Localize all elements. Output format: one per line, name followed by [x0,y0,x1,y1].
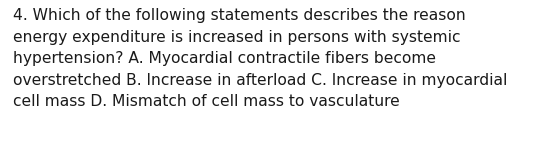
Text: hypertension? A. Myocardial contractile fibers become: hypertension? A. Myocardial contractile … [13,51,436,66]
Text: overstretched B. Increase in afterload C. Increase in myocardial: overstretched B. Increase in afterload C… [13,73,507,87]
Text: 4. Which of the following statements describes the reason: 4. Which of the following statements des… [13,8,466,23]
Text: energy expenditure is increased in persons with systemic: energy expenditure is increased in perso… [13,29,460,45]
Text: cell mass D. Mismatch of cell mass to vasculature: cell mass D. Mismatch of cell mass to va… [13,94,400,109]
